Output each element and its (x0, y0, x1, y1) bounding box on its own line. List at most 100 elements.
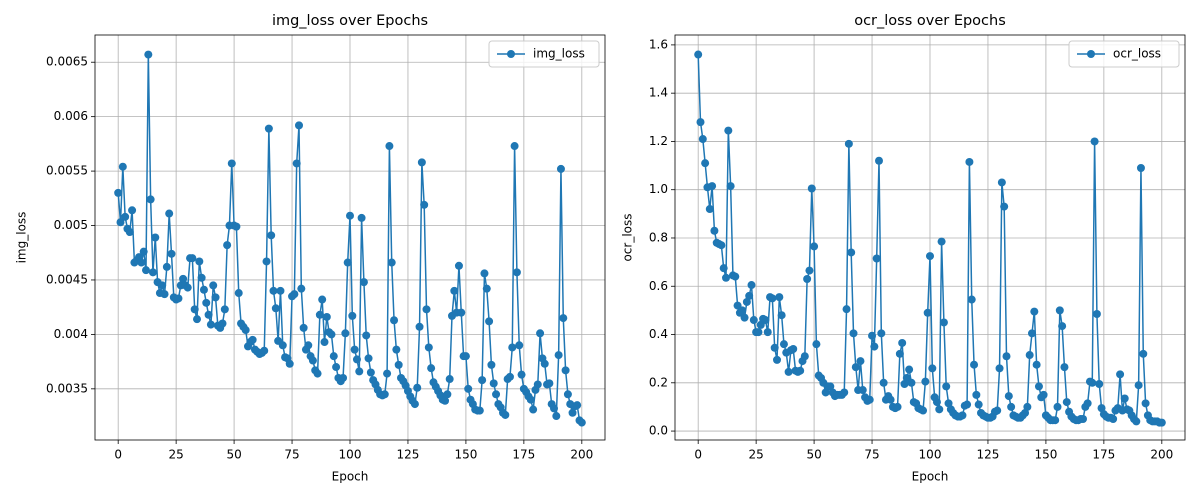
data-point (297, 284, 306, 293)
data-point (898, 338, 907, 347)
data-point (879, 378, 888, 387)
data-point (719, 264, 728, 273)
data-point (963, 400, 972, 409)
data-point (197, 273, 206, 282)
data-point (944, 399, 953, 408)
data-point (775, 293, 784, 302)
y-tick-label: 0.4 (649, 327, 668, 341)
data-point (315, 310, 324, 319)
data-point (935, 405, 944, 414)
data-point (1141, 399, 1150, 408)
data-point (487, 360, 496, 369)
data-point (339, 373, 348, 382)
y-tick-label: 1.0 (649, 182, 668, 196)
data-point (234, 289, 243, 298)
data-point (220, 305, 229, 314)
data-point (341, 329, 350, 338)
data-point (202, 298, 211, 307)
data-point (190, 305, 199, 314)
data-point (568, 408, 577, 417)
data-point (1060, 363, 1069, 372)
data-point (206, 320, 215, 329)
data-point (410, 400, 419, 409)
data-point (485, 317, 494, 326)
data-point (942, 382, 951, 391)
data-point (501, 410, 510, 419)
data-point (1023, 402, 1032, 411)
data-point (967, 295, 976, 304)
data-point (921, 377, 930, 386)
data-point (893, 402, 902, 411)
data-point (299, 323, 308, 332)
subplot: 0 25 50 75 100 125 150 175 200 0.0 0.2 0.4 0.6 0.8 1.0… (621, 13, 1186, 484)
data-point (900, 380, 909, 389)
data-point (1000, 202, 1009, 211)
subplot: 0 25 50 75 100 125 150 175 200 0.0035 0.004 0.0045 0… (15, 13, 606, 484)
data-point (842, 305, 851, 314)
data-point (1097, 404, 1106, 413)
data-point (1134, 381, 1143, 390)
data-point (144, 50, 153, 59)
legend: ocr_loss (1068, 40, 1180, 68)
data-point (352, 355, 361, 364)
data-point (928, 364, 937, 373)
data-point (763, 328, 772, 337)
data-point (856, 357, 865, 366)
data-point (784, 367, 793, 376)
data-point (1030, 307, 1039, 316)
data-point (346, 211, 354, 220)
y-tick-label: 0.005 (54, 218, 88, 232)
x-tick-label: 25 (168, 448, 183, 462)
data-point (840, 388, 849, 397)
data-point (907, 378, 916, 387)
data-point (116, 218, 125, 227)
data-point (1055, 306, 1064, 315)
y-axis-label: ocr_loss (621, 213, 635, 261)
data-point (926, 252, 934, 261)
data-point (295, 121, 303, 130)
data-point (740, 313, 749, 322)
data-point (722, 273, 730, 282)
data-point (508, 343, 517, 352)
y-tick-label: 0.004 (54, 327, 88, 341)
x-tick-label: 0 (114, 448, 122, 462)
data-point (807, 184, 816, 193)
data-point (125, 228, 134, 237)
data-point (773, 355, 781, 364)
chart-title: img_loss over Epochs (272, 13, 428, 29)
data-point (329, 352, 338, 361)
x-tick-label: 175 (1092, 448, 1115, 462)
data-point (348, 311, 357, 320)
data-point (148, 268, 157, 277)
data-point (489, 379, 498, 388)
data-point (858, 386, 867, 395)
data-point (1034, 382, 1043, 391)
data-point (128, 206, 137, 215)
data-point (146, 195, 155, 204)
legend-box (488, 40, 600, 68)
data-point (383, 369, 392, 378)
data-point (232, 222, 241, 231)
data-point (118, 162, 127, 171)
data-point (227, 159, 236, 168)
data-point (932, 398, 941, 407)
data-point (450, 286, 459, 295)
data-point (262, 257, 271, 266)
data-point (997, 178, 1006, 187)
data-point (1109, 415, 1118, 424)
legend-label: img_loss (533, 47, 585, 61)
data-point (165, 209, 174, 218)
data-point (965, 157, 974, 166)
data-point (526, 395, 535, 404)
data-point (742, 297, 751, 306)
data-point (974, 400, 983, 409)
data-point (800, 352, 809, 361)
data-point (698, 135, 707, 144)
data-point (812, 340, 821, 349)
data-point (810, 242, 819, 251)
data-point (844, 139, 853, 148)
x-tick-label: 0 (694, 448, 702, 462)
data-point (167, 249, 176, 258)
data-point (445, 375, 454, 384)
